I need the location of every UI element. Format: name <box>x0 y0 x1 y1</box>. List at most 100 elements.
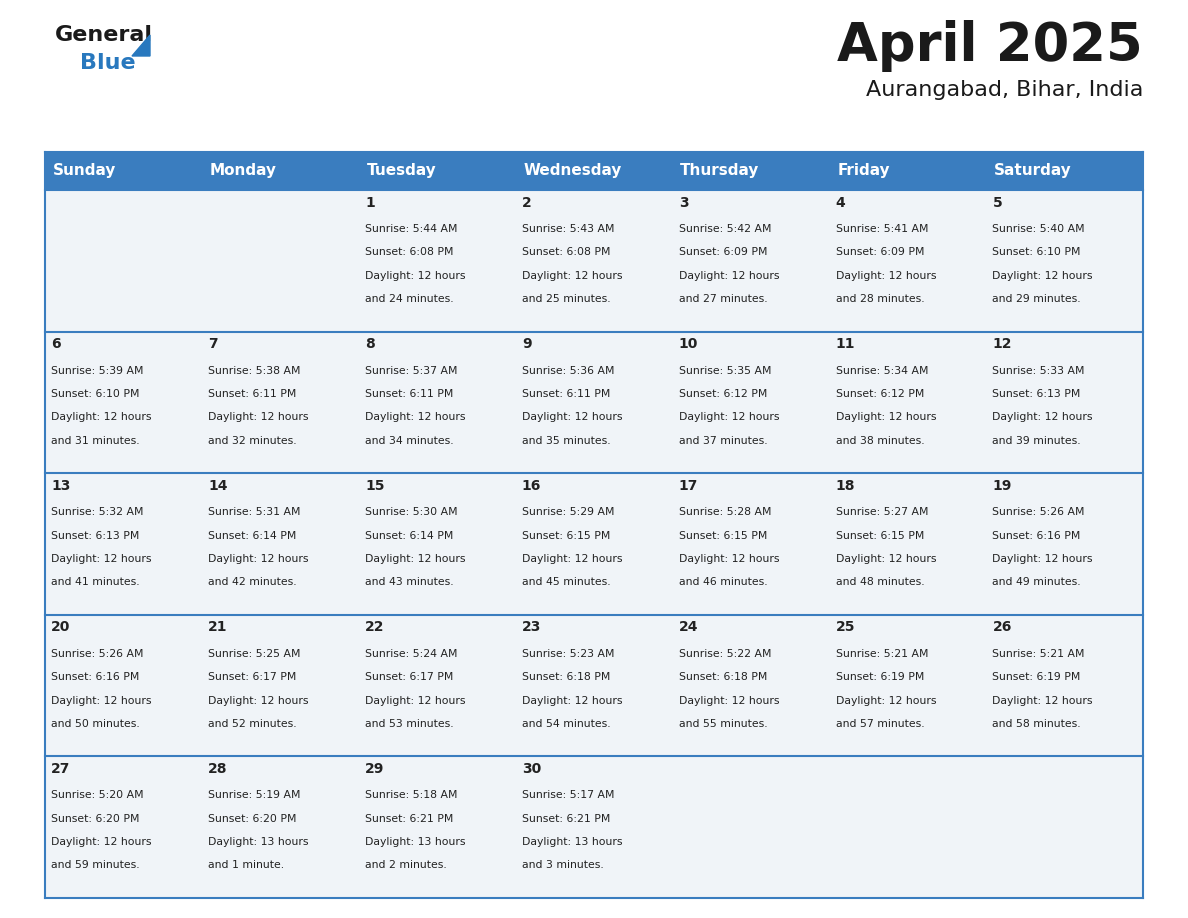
Text: Sunrise: 5:29 AM: Sunrise: 5:29 AM <box>522 507 614 517</box>
Text: Sunrise: 5:40 AM: Sunrise: 5:40 AM <box>992 224 1085 234</box>
Bar <box>672 756 829 898</box>
Text: 13: 13 <box>51 479 70 493</box>
Text: Daylight: 12 hours: Daylight: 12 hours <box>678 412 779 422</box>
Text: and 41 minutes.: and 41 minutes. <box>51 577 140 588</box>
Text: and 39 minutes.: and 39 minutes. <box>992 436 1081 445</box>
Text: Sunrise: 5:23 AM: Sunrise: 5:23 AM <box>522 649 614 659</box>
Bar <box>986 152 1143 190</box>
Bar <box>202 473 359 615</box>
Text: Daylight: 12 hours: Daylight: 12 hours <box>522 412 623 422</box>
Text: 17: 17 <box>678 479 699 493</box>
Text: Daylight: 12 hours: Daylight: 12 hours <box>678 696 779 706</box>
Text: 20: 20 <box>51 621 70 634</box>
Text: Sunrise: 5:26 AM: Sunrise: 5:26 AM <box>51 649 144 659</box>
Text: Sunset: 6:15 PM: Sunset: 6:15 PM <box>835 531 924 541</box>
Text: Friday: Friday <box>838 163 890 178</box>
Bar <box>986 331 1143 473</box>
Text: 16: 16 <box>522 479 542 493</box>
Text: 6: 6 <box>51 337 61 352</box>
Text: Daylight: 12 hours: Daylight: 12 hours <box>51 837 152 847</box>
Bar <box>359 473 516 615</box>
Bar <box>672 473 829 615</box>
Text: Sunset: 6:11 PM: Sunset: 6:11 PM <box>365 389 454 399</box>
Text: Daylight: 12 hours: Daylight: 12 hours <box>365 271 466 281</box>
Text: Sunset: 6:09 PM: Sunset: 6:09 PM <box>678 247 767 257</box>
Text: Daylight: 12 hours: Daylight: 12 hours <box>835 554 936 564</box>
Bar <box>45 756 202 898</box>
Text: 9: 9 <box>522 337 531 352</box>
Text: 26: 26 <box>992 621 1012 634</box>
Text: 24: 24 <box>678 621 699 634</box>
Bar <box>359 190 516 331</box>
Bar <box>516 152 672 190</box>
Bar <box>45 190 202 331</box>
Bar <box>516 756 672 898</box>
Bar <box>516 615 672 756</box>
Text: General: General <box>55 25 153 45</box>
Text: Aurangabad, Bihar, India: Aurangabad, Bihar, India <box>866 80 1143 100</box>
Text: Daylight: 12 hours: Daylight: 12 hours <box>522 554 623 564</box>
Text: Sunset: 6:16 PM: Sunset: 6:16 PM <box>992 531 1081 541</box>
Bar <box>202 756 359 898</box>
Polygon shape <box>132 35 150 56</box>
Text: and 55 minutes.: and 55 minutes. <box>678 719 767 729</box>
Text: Daylight: 13 hours: Daylight: 13 hours <box>365 837 466 847</box>
Text: and 43 minutes.: and 43 minutes. <box>365 577 454 588</box>
Text: Sunrise: 5:28 AM: Sunrise: 5:28 AM <box>678 507 771 517</box>
Text: Monday: Monday <box>210 163 277 178</box>
Text: and 3 minutes.: and 3 minutes. <box>522 860 604 870</box>
Bar <box>829 190 986 331</box>
Text: 7: 7 <box>208 337 217 352</box>
Text: Thursday: Thursday <box>681 163 759 178</box>
Text: Daylight: 12 hours: Daylight: 12 hours <box>992 554 1093 564</box>
Bar <box>516 190 672 331</box>
Text: Sunset: 6:12 PM: Sunset: 6:12 PM <box>678 389 767 399</box>
Text: Daylight: 12 hours: Daylight: 12 hours <box>992 696 1093 706</box>
Text: and 49 minutes.: and 49 minutes. <box>992 577 1081 588</box>
Text: Wednesday: Wednesday <box>524 163 621 178</box>
Text: 8: 8 <box>365 337 374 352</box>
Text: Daylight: 12 hours: Daylight: 12 hours <box>51 696 152 706</box>
Text: Daylight: 12 hours: Daylight: 12 hours <box>365 554 466 564</box>
Text: Sunrise: 5:21 AM: Sunrise: 5:21 AM <box>835 649 928 659</box>
Text: Daylight: 12 hours: Daylight: 12 hours <box>208 554 309 564</box>
Text: Sunset: 6:12 PM: Sunset: 6:12 PM <box>835 389 924 399</box>
Text: Sunset: 6:17 PM: Sunset: 6:17 PM <box>208 672 297 682</box>
Text: Sunrise: 5:37 AM: Sunrise: 5:37 AM <box>365 365 457 375</box>
Bar <box>359 756 516 898</box>
Text: and 46 minutes.: and 46 minutes. <box>678 577 767 588</box>
Text: 28: 28 <box>208 762 228 776</box>
Bar <box>986 473 1143 615</box>
Text: and 58 minutes.: and 58 minutes. <box>992 719 1081 729</box>
Bar <box>672 331 829 473</box>
Text: Sunrise: 5:35 AM: Sunrise: 5:35 AM <box>678 365 771 375</box>
Text: Sunset: 6:13 PM: Sunset: 6:13 PM <box>51 531 140 541</box>
Text: Daylight: 12 hours: Daylight: 12 hours <box>208 696 309 706</box>
Text: Sunset: 6:21 PM: Sunset: 6:21 PM <box>522 813 611 823</box>
Text: Sunset: 6:08 PM: Sunset: 6:08 PM <box>522 247 611 257</box>
Text: Sunrise: 5:41 AM: Sunrise: 5:41 AM <box>835 224 928 234</box>
Text: 25: 25 <box>835 621 855 634</box>
Text: April 2025: April 2025 <box>838 20 1143 72</box>
Text: Sunrise: 5:26 AM: Sunrise: 5:26 AM <box>992 507 1085 517</box>
Bar <box>829 473 986 615</box>
Bar <box>672 152 829 190</box>
Text: Sunrise: 5:44 AM: Sunrise: 5:44 AM <box>365 224 457 234</box>
Text: and 27 minutes.: and 27 minutes. <box>678 294 767 304</box>
Bar <box>829 756 986 898</box>
Bar <box>45 331 202 473</box>
Text: Sunday: Sunday <box>52 163 116 178</box>
Text: Sunrise: 5:21 AM: Sunrise: 5:21 AM <box>992 649 1085 659</box>
Text: and 31 minutes.: and 31 minutes. <box>51 436 140 445</box>
Bar <box>359 331 516 473</box>
Text: 12: 12 <box>992 337 1012 352</box>
Text: Sunset: 6:19 PM: Sunset: 6:19 PM <box>835 672 924 682</box>
Bar <box>986 756 1143 898</box>
Text: Sunset: 6:09 PM: Sunset: 6:09 PM <box>835 247 924 257</box>
Text: and 50 minutes.: and 50 minutes. <box>51 719 140 729</box>
Text: Daylight: 12 hours: Daylight: 12 hours <box>208 412 309 422</box>
Bar <box>45 152 202 190</box>
Text: and 35 minutes.: and 35 minutes. <box>522 436 611 445</box>
Text: Daylight: 12 hours: Daylight: 12 hours <box>678 554 779 564</box>
Text: 22: 22 <box>365 621 385 634</box>
